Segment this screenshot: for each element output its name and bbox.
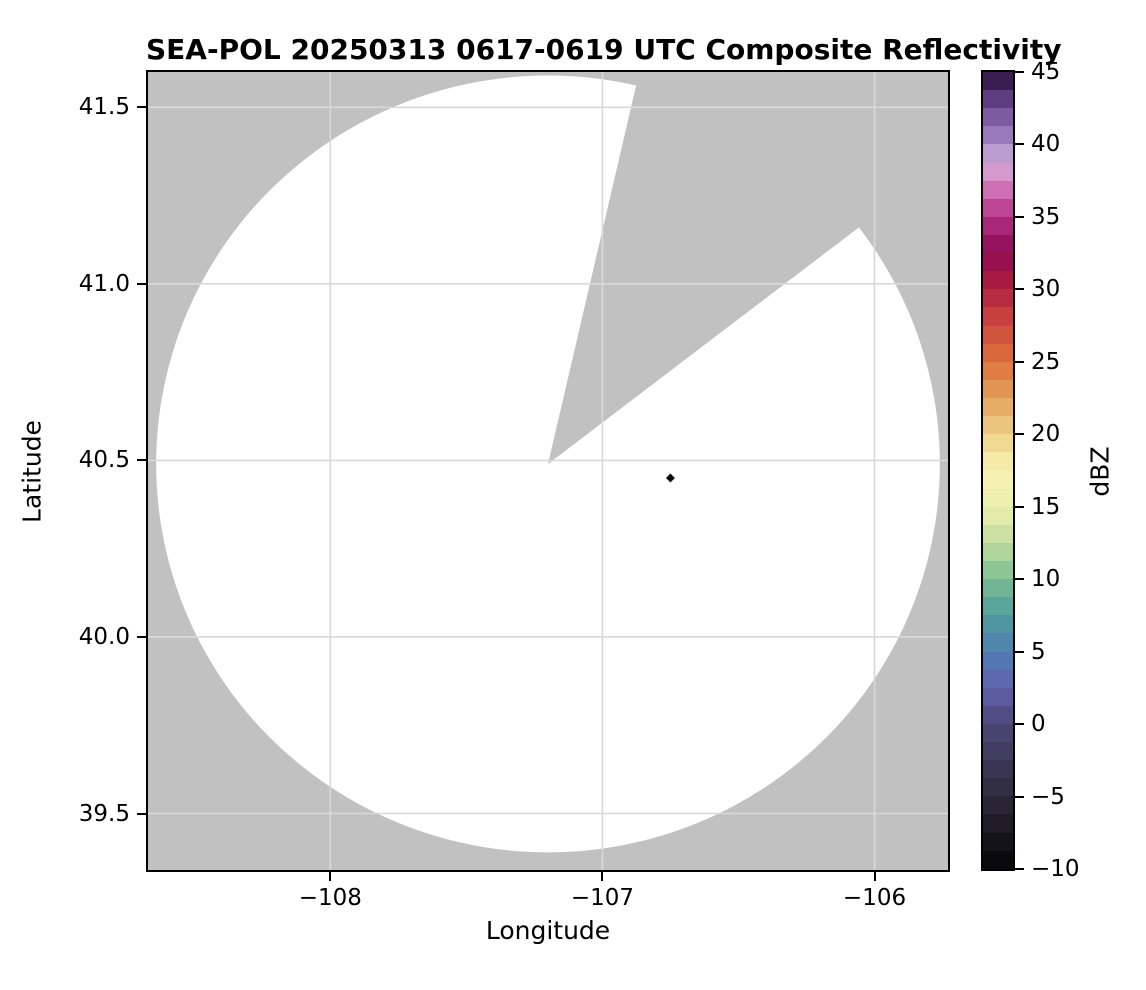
colorbar-band [983,597,1013,616]
y-tick-label: 39.5 [78,800,130,827]
colorbar-band [983,796,1013,815]
colorbar-tick-label: −10 [1031,856,1080,882]
plot-area [146,70,950,872]
colorbar-band [983,723,1013,743]
colorbar-band [983,397,1013,417]
y-tick-mark [137,106,146,109]
colorbar-band [983,416,1013,435]
y-axis-label: Latitude [17,420,47,523]
colorbar-tick-mark [1015,143,1024,146]
x-tick-label: −108 [298,885,362,911]
x-tick-label: −107 [570,885,634,911]
colorbar-band [983,651,1013,670]
colorbar-band [983,470,1013,489]
colorbar-tick-label: 5 [1031,638,1046,665]
colorbar-band [983,343,1013,362]
colorbar-band [983,760,1013,779]
colorbar-tick-label: 40 [1031,131,1061,158]
radar-plot-canvas [148,72,948,870]
echo-point [665,473,675,483]
colorbar-band [983,361,1013,380]
colorbar-band [983,198,1013,217]
colorbar-tick-mark [1015,288,1024,291]
colorbar-band [983,253,1013,272]
colorbar-band [983,687,1013,706]
colorbar-tick-label: 15 [1031,493,1061,520]
colorbar-band [983,850,1013,869]
colorbar-tick-label: 20 [1031,421,1061,448]
colorbar-band [983,506,1013,525]
colorbar-band [983,234,1013,254]
colorbar-tick-mark [1015,215,1024,218]
colorbar-band [983,325,1013,344]
colorbar-tick-label: 0 [1031,711,1046,738]
colorbar-tick-mark [1015,795,1024,798]
colorbar-tick-mark [1015,723,1024,726]
colorbar-band [983,560,1013,580]
colorbar-band [983,524,1013,543]
x-tick-mark [601,872,604,881]
y-tick-label: 41.0 [78,270,130,297]
colorbar-band [983,180,1013,199]
colorbar-band [983,669,1013,688]
colorbar-band [983,452,1013,471]
colorbar-tick-mark [1015,505,1024,508]
y-tick-label: 40.0 [78,623,130,650]
colorbar-band [983,271,1013,290]
x-axis-label: Longitude [485,916,611,945]
colorbar-tick-mark [1015,360,1024,363]
colorbar-tick-label: 45 [1031,59,1061,85]
colorbar-tick-mark [1015,433,1024,436]
colorbar-band [983,832,1013,851]
colorbar-band [983,307,1013,326]
colorbar-tick-mark [1015,650,1024,653]
colorbar-band [983,633,1013,652]
x-tick-label: −106 [842,885,907,911]
plot-title: SEA-POL 20250313 0617-0619 UTC Composite… [146,33,1062,66]
y-tick-mark [137,459,146,462]
colorbar-band [983,434,1013,453]
colorbar-band [983,144,1013,163]
colorbar-band [983,742,1013,761]
no-data-wedge [548,72,948,464]
y-tick-mark [137,282,146,285]
colorbar-band [983,289,1013,308]
colorbar-band [983,216,1013,235]
colorbar-tick-label: 35 [1031,203,1061,230]
colorbar-tick-mark [1015,578,1024,581]
colorbar-band [983,72,1013,91]
colorbar [981,70,1015,871]
colorbar-band [983,488,1013,507]
colorbar-band [983,542,1013,561]
x-tick-mark [873,872,876,881]
colorbar-band [983,579,1013,598]
colorbar-band [983,615,1013,634]
colorbar-tick-mark [1015,71,1024,73]
x-tick-mark [329,872,332,881]
y-tick-mark [137,635,146,638]
colorbar-tick-mark [1015,868,1024,870]
y-tick-mark [137,812,146,815]
colorbar-tick-label: 25 [1031,348,1061,375]
colorbar-band [983,126,1013,145]
colorbar-band [983,379,1013,398]
y-tick-label: 40.5 [78,447,130,474]
colorbar-band [983,162,1013,181]
colorbar-band [983,108,1013,127]
colorbar-tick-label: −5 [1031,783,1065,810]
colorbar-band [983,778,1013,797]
colorbar-tick-label: 10 [1031,566,1061,593]
colorbar-band [983,90,1013,109]
colorbar-band [983,705,1013,724]
colorbar-label: dBZ [1085,445,1115,497]
colorbar-band [983,814,1013,833]
colorbar-tick-label: 30 [1031,276,1061,303]
y-tick-label: 41.5 [78,94,130,121]
